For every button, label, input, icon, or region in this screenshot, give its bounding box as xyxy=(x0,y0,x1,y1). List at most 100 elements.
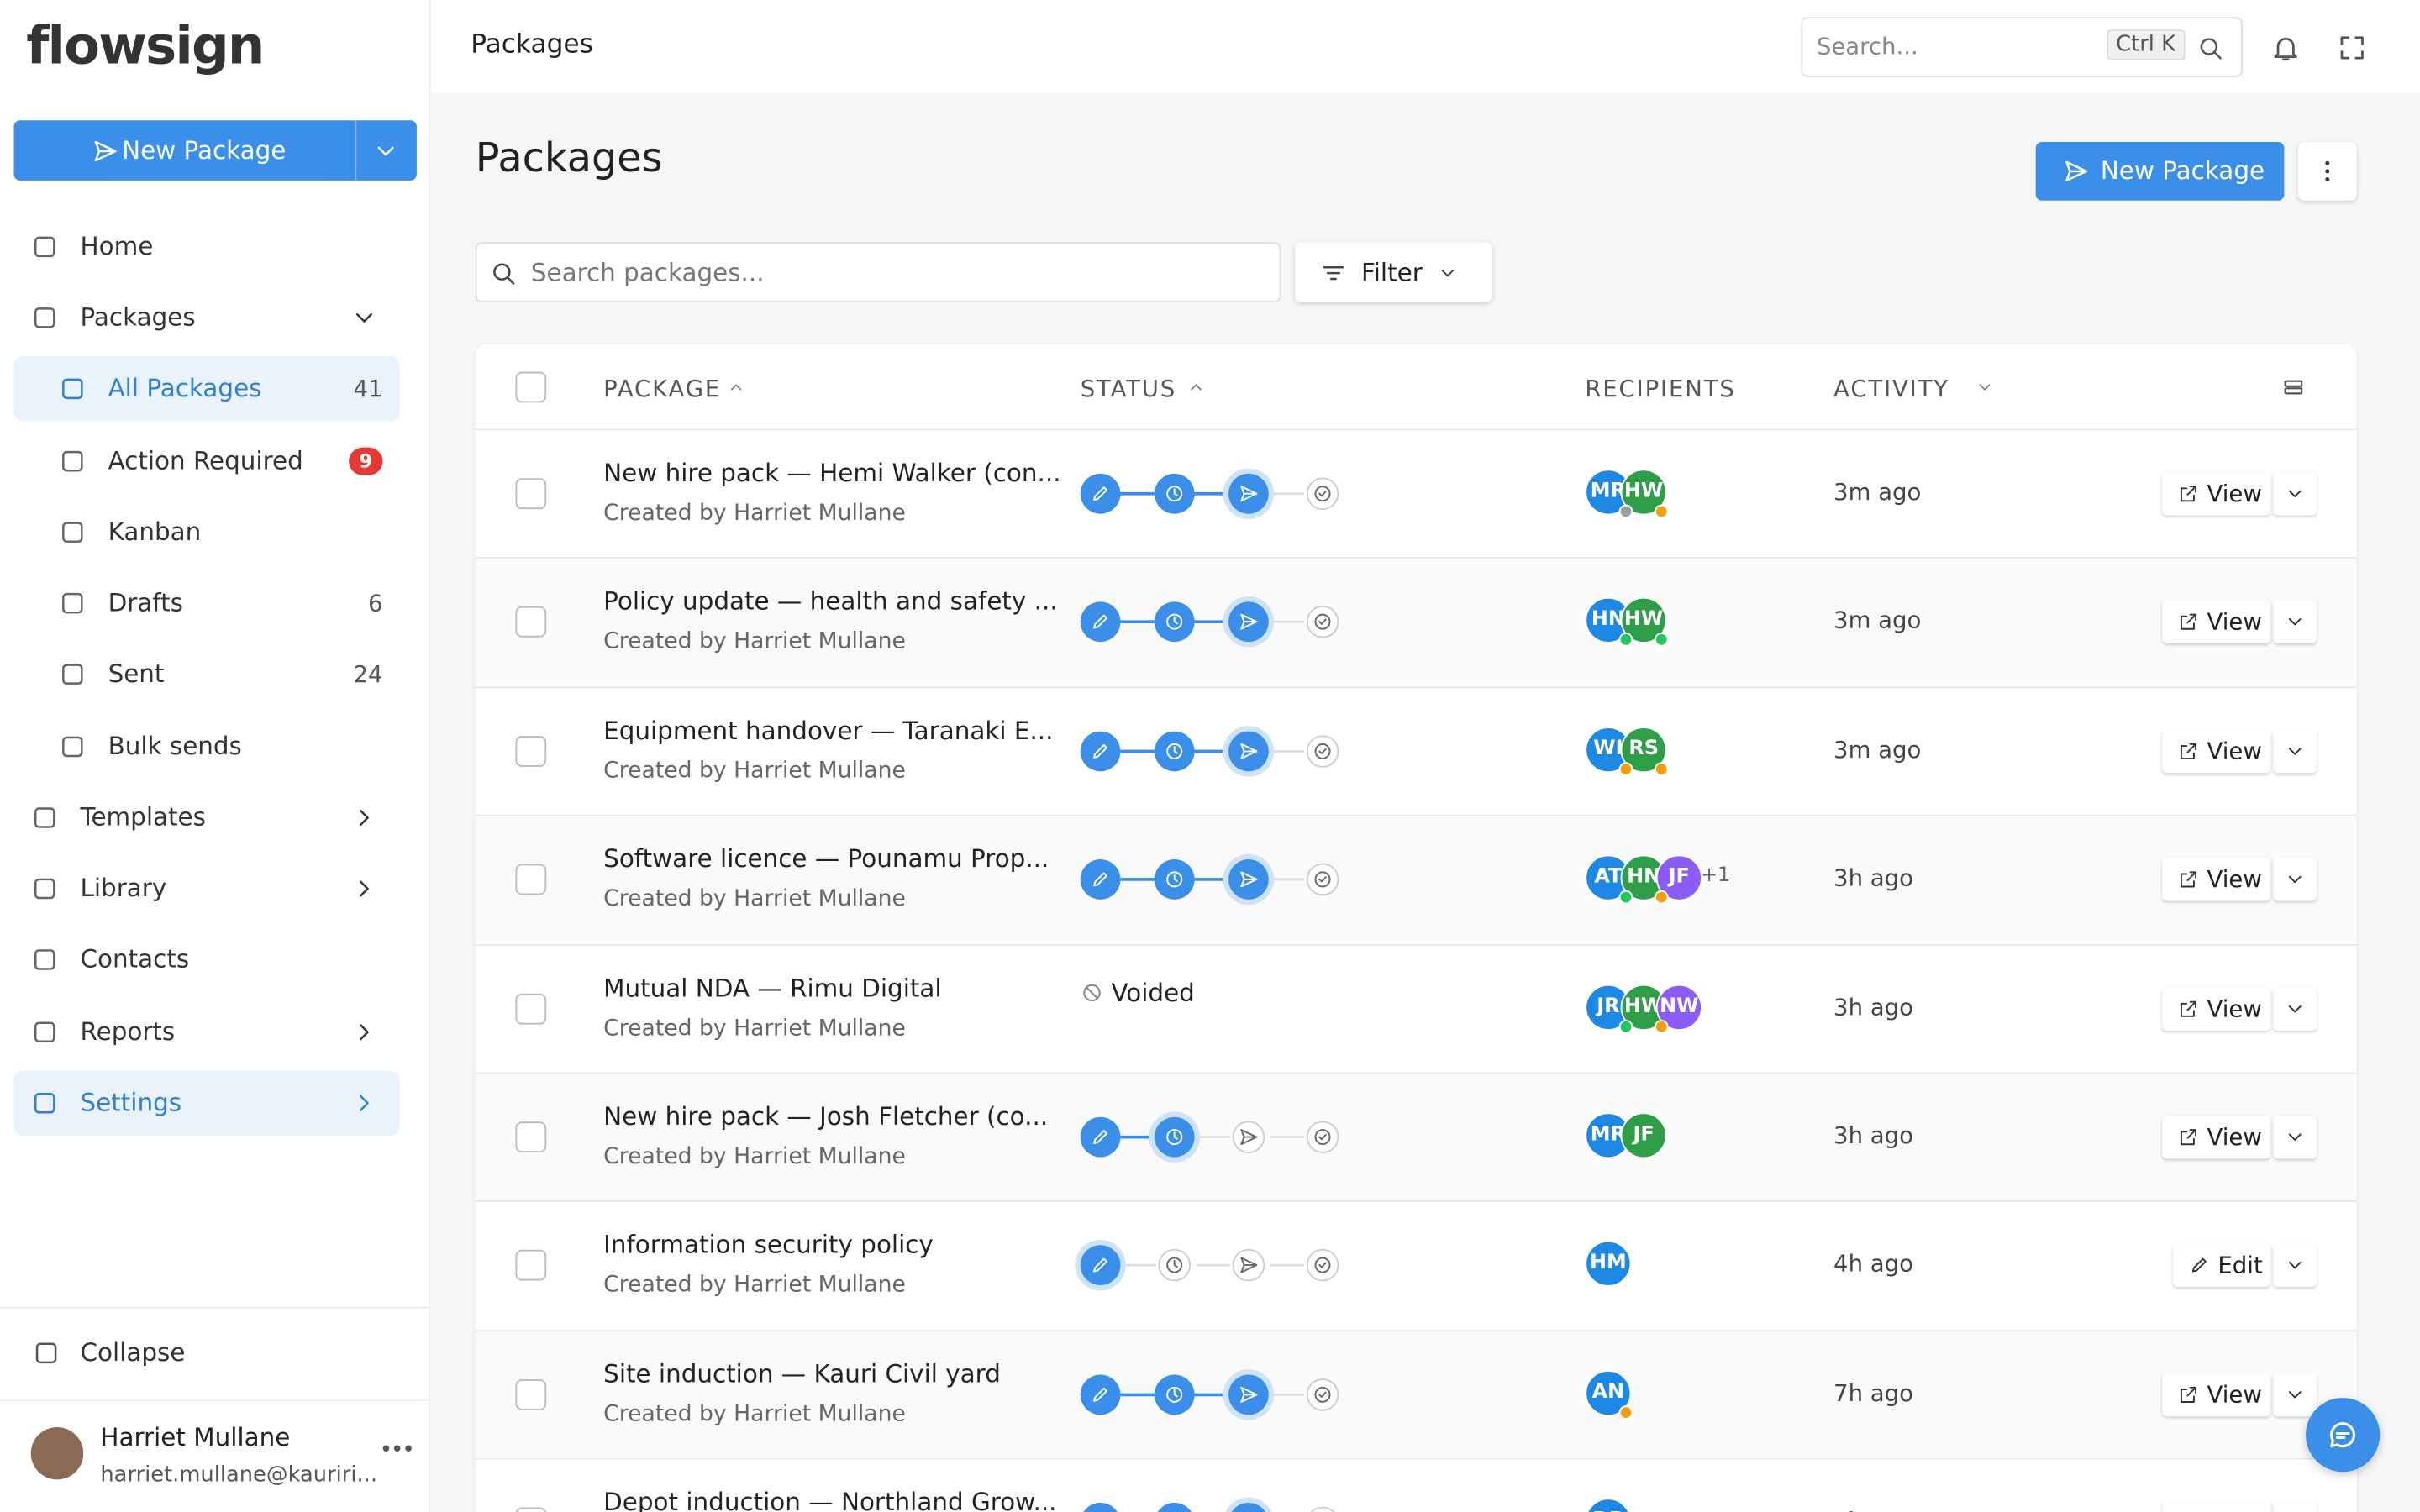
action-button[interactable] xyxy=(2162,601,2270,644)
package-title[interactable]: Software licence — Pounamu Prop... xyxy=(603,844,1050,874)
row-checkbox[interactable] xyxy=(515,1121,547,1153)
package-search[interactable] xyxy=(475,242,1281,303)
action-button[interactable] xyxy=(2162,1373,2270,1416)
more-icon xyxy=(2325,160,2330,182)
action-button[interactable] xyxy=(2162,472,2270,516)
package-title[interactable]: Site induction — Kauri Civil yard xyxy=(603,1358,1001,1389)
row-checkbox[interactable] xyxy=(515,606,547,638)
column-header[interactable]: PACKAGE xyxy=(603,375,722,403)
presence-dot xyxy=(1654,890,1669,905)
filter-label: Filter xyxy=(1361,257,1423,287)
presence-dot xyxy=(1654,761,1669,776)
action-label: View xyxy=(2207,480,2262,508)
action-button[interactable] xyxy=(2162,986,2270,1031)
package-title[interactable]: Mutual NDA — Rimu Digital xyxy=(603,973,942,1003)
nav-item[interactable]: Settings xyxy=(80,1087,182,1117)
action-icon xyxy=(2191,1258,2207,1273)
nav-item[interactable]: Templates xyxy=(80,802,206,832)
nav-item[interactable]: Kanban xyxy=(108,517,202,547)
nav-item[interactable]: Contacts xyxy=(80,944,190,974)
sort-icon xyxy=(1978,384,1990,391)
package-title[interactable]: Depot induction — Northland Grow... xyxy=(603,1487,1057,1512)
nav-item[interactable]: Home xyxy=(80,231,154,261)
action-icon xyxy=(2180,871,2197,888)
row-checkbox[interactable] xyxy=(515,864,547,895)
action-menu[interactable] xyxy=(2273,1115,2317,1159)
header-checkbox[interactable] xyxy=(515,371,547,403)
package-title[interactable]: Equipment handover — Taranaki E... xyxy=(603,715,1054,745)
action-menu[interactable] xyxy=(2273,472,2317,516)
action-menu[interactable] xyxy=(2273,986,2317,1031)
package-creator: Created by Harriet Mullane xyxy=(603,1016,906,1042)
status-track xyxy=(1080,468,1339,520)
sidebar-divider xyxy=(0,1306,431,1309)
nav-item[interactable]: Action Required xyxy=(108,445,303,475)
action-button[interactable] xyxy=(2162,729,2270,773)
action-icon xyxy=(2180,1000,2197,1017)
new-package-button[interactable] xyxy=(13,120,417,181)
chat-button[interactable] xyxy=(2306,1398,2381,1473)
action-menu[interactable] xyxy=(2273,1501,2317,1512)
dropdown-icon xyxy=(2288,1390,2302,1399)
shortcut: Ctrl K xyxy=(2107,29,2185,60)
column-header[interactable]: STATUS xyxy=(1080,375,1177,403)
row-checkbox[interactable] xyxy=(515,735,547,767)
expand-icon xyxy=(360,809,369,826)
sort-icon xyxy=(1191,384,1202,391)
dropdown-icon xyxy=(2288,1005,2302,1012)
user-menu[interactable]: ••• xyxy=(379,1437,415,1463)
action-menu[interactable] xyxy=(2273,1244,2317,1288)
bell-icon xyxy=(2274,37,2297,61)
presence-dot xyxy=(1618,890,1634,905)
action-menu[interactable] xyxy=(2273,729,2317,773)
row xyxy=(475,943,2357,1072)
nav-item[interactable]: Library xyxy=(80,873,167,903)
action-button[interactable] xyxy=(2162,1501,2270,1512)
nav-item[interactable]: Bulk sends xyxy=(108,731,242,761)
activity: 7h ago xyxy=(1833,1378,1914,1407)
presence-dot xyxy=(1618,504,1634,519)
action-button[interactable] xyxy=(2173,1244,2270,1288)
collapse-icon xyxy=(35,1342,57,1364)
row-checkbox[interactable] xyxy=(515,1507,547,1512)
nav-item[interactable]: Reports xyxy=(80,1016,176,1047)
row xyxy=(475,815,2357,943)
action-button[interactable] xyxy=(2162,1115,2270,1159)
search-icon xyxy=(2200,38,2222,60)
row-checkbox[interactable] xyxy=(515,1250,547,1282)
row xyxy=(475,1200,2357,1330)
collapse[interactable]: Collapse xyxy=(80,1337,186,1368)
action-menu[interactable] xyxy=(2273,1373,2317,1416)
row-checkbox[interactable] xyxy=(515,1378,547,1410)
nav-item[interactable]: Packages xyxy=(80,302,196,332)
action-label: View xyxy=(2207,1509,2262,1512)
row xyxy=(475,1458,2357,1512)
action-menu[interactable] xyxy=(2273,601,2317,644)
package-title[interactable]: Information security policy xyxy=(603,1230,934,1260)
package-creator: Created by Harriet Mullane xyxy=(603,1144,906,1170)
row xyxy=(475,1072,2357,1200)
package-title[interactable]: Policy update — health and safety ... xyxy=(603,586,1058,617)
nav-item[interactable]: Drafts xyxy=(108,587,183,617)
row-checkbox[interactable] xyxy=(515,478,547,510)
column-header[interactable]: ACTIVITY xyxy=(1833,375,1949,403)
global-search-placeholder: Search... xyxy=(1816,32,1918,60)
status-track xyxy=(1075,1240,1339,1292)
package-title[interactable]: New hire pack — Josh Fletcher (co... xyxy=(603,1101,1049,1131)
expand-icon xyxy=(360,1024,369,1041)
nav-icon xyxy=(62,664,83,685)
status-track xyxy=(1080,596,1339,648)
row-checkbox[interactable] xyxy=(515,993,547,1024)
dropdown-icon xyxy=(1441,269,1455,277)
nav-item[interactable]: Sent xyxy=(108,659,165,689)
action-menu[interactable] xyxy=(2273,858,2317,901)
recipient-more: +1 xyxy=(1701,864,1731,888)
nav-icon xyxy=(62,592,83,614)
package-search-placeholder: Search packages... xyxy=(530,257,765,287)
nav-item[interactable]: All Packages xyxy=(108,373,262,403)
package-title[interactable]: New hire pack — Hemi Walker (con... xyxy=(603,458,1061,488)
action-label: View xyxy=(2207,994,2262,1023)
status-track xyxy=(1080,725,1339,777)
nav-icon xyxy=(34,949,55,970)
action-button[interactable] xyxy=(2162,858,2270,901)
